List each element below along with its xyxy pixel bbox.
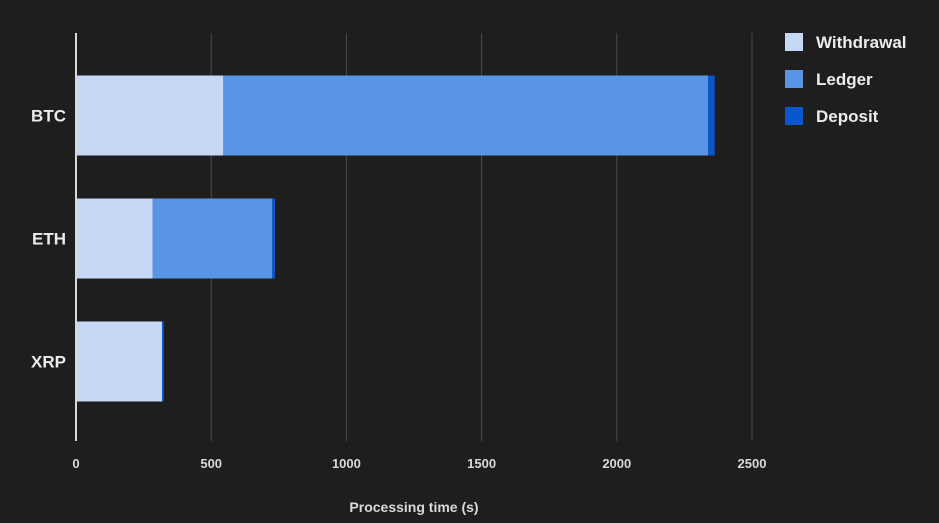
legend-item-ledger[interactable]: Ledger bbox=[785, 70, 873, 89]
x-tick-labels: 0 500 1000 1500 2000 2500 bbox=[72, 456, 766, 471]
bar-xrp-withdrawal bbox=[76, 321, 162, 402]
bar-btc-deposit bbox=[708, 75, 715, 156]
bars bbox=[76, 75, 715, 402]
x-tick-label: 2000 bbox=[602, 456, 631, 471]
legend-label: Deposit bbox=[816, 107, 879, 126]
legend-swatch bbox=[785, 70, 803, 88]
legend-item-deposit[interactable]: Deposit bbox=[785, 107, 879, 126]
bar-eth-ledger bbox=[152, 198, 273, 279]
legend: Withdrawal Ledger Deposit bbox=[785, 33, 907, 126]
bar-xrp-deposit bbox=[161, 321, 164, 402]
bar-eth-withdrawal bbox=[76, 198, 153, 279]
category-label: ETH bbox=[32, 230, 66, 249]
legend-swatch bbox=[785, 107, 803, 125]
category-label: BTC bbox=[31, 107, 66, 126]
legend-label: Withdrawal bbox=[816, 33, 907, 52]
bar-btc-withdrawal bbox=[76, 75, 224, 156]
legend-label: Ledger bbox=[816, 70, 873, 89]
x-tick-label: 0 bbox=[72, 456, 79, 471]
bar-eth-deposit bbox=[272, 198, 276, 279]
x-axis-title: Processing time (s) bbox=[349, 499, 478, 515]
bar-btc-ledger bbox=[223, 75, 709, 156]
x-tick-label: 500 bbox=[200, 456, 222, 471]
x-tick-label: 1500 bbox=[467, 456, 496, 471]
category-labels: BTC ETH XRP bbox=[31, 107, 66, 372]
legend-swatch bbox=[785, 33, 803, 51]
x-tick-label: 1000 bbox=[332, 456, 361, 471]
legend-item-withdrawal[interactable]: Withdrawal bbox=[785, 33, 907, 52]
x-tick-label: 2500 bbox=[738, 456, 767, 471]
category-label: XRP bbox=[31, 353, 66, 372]
